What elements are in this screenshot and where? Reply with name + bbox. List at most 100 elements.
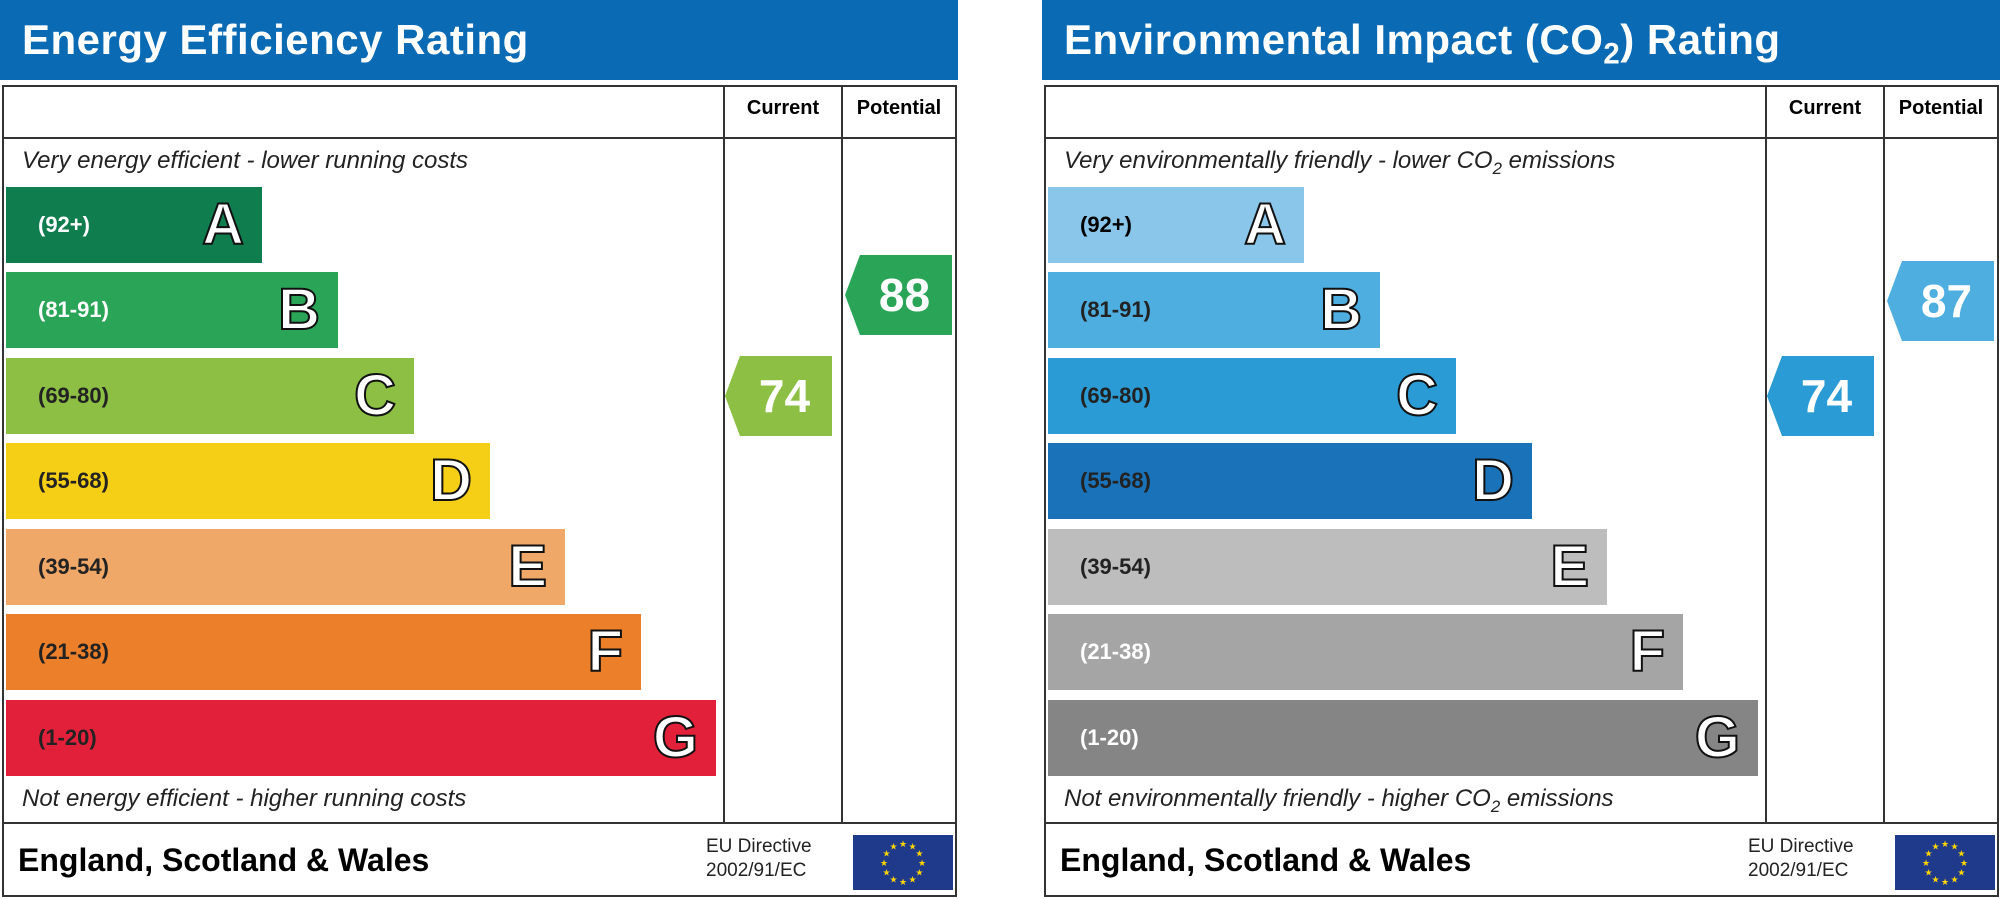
band-letter: B <box>277 276 321 343</box>
band-range: (69-80) <box>38 383 109 408</box>
header-divider <box>1046 137 1997 139</box>
band-letter: A <box>201 191 245 258</box>
band-bar-b: (81-91) B <box>6 272 338 348</box>
eu-star-icon: ★ <box>899 839 907 849</box>
band-bar-d: (55-68) D <box>1048 443 1532 519</box>
eu-star-icon: ★ <box>918 858 926 868</box>
column-header-potential: Potential <box>1898 97 1984 119</box>
eu-star-icon: ★ <box>908 842 916 852</box>
band-letter: G <box>1694 704 1741 771</box>
eu-directive: EU Directive 2002/91/EC <box>706 835 812 883</box>
eu-star-icon: ★ <box>1950 874 1958 884</box>
bottom-note: Not energy efficient - higher running co… <box>22 785 467 812</box>
eu-flag-icon: ★ ★ ★ ★ ★ ★ ★ ★ ★ ★ ★ ★ <box>853 835 953 890</box>
energy-efficiency-chart: Energy Efficiency Rating Current Potential… <box>0 0 958 899</box>
band-range: (92+) <box>38 212 90 237</box>
footer-divider <box>1046 822 1997 824</box>
band-range: (1-20) <box>1080 725 1139 750</box>
eu-directive-line2: 2002/91/EC <box>1748 860 1849 881</box>
eu-directive: EU Directive 2002/91/EC <box>1748 835 1854 883</box>
band-range: (69-80) <box>1080 383 1151 408</box>
band-bar-a: (92+) A <box>1048 187 1304 263</box>
eu-star-icon: ★ <box>883 868 891 878</box>
eu-star-icon: ★ <box>1957 849 1965 859</box>
band-letter: D <box>1471 447 1515 514</box>
band-bar-b: (81-91) B <box>1048 272 1380 348</box>
eu-star-icon: ★ <box>915 868 923 878</box>
eu-star-icon: ★ <box>1957 868 1965 878</box>
eu-star-icon: ★ <box>1941 839 1949 849</box>
column-divider <box>1883 87 1885 824</box>
eu-star-icon: ★ <box>1941 877 1949 887</box>
column-divider <box>1765 87 1767 824</box>
column-header-current: Current <box>1788 97 1862 119</box>
eu-star-icon: ★ <box>889 874 897 884</box>
eu-flag-icon: ★ ★ ★ ★ ★ ★ ★ ★ ★ ★ ★ ★ <box>1895 835 1995 890</box>
band-range: (21-38) <box>38 639 109 664</box>
eu-directive-line2: 2002/91/EC <box>706 860 807 881</box>
band-letter: A <box>1243 191 1287 258</box>
band-bar-e: (39-54) E <box>1048 529 1607 605</box>
current-rating-arrow: 74 <box>725 356 832 436</box>
potential-rating-arrow: 87 <box>1887 261 1994 341</box>
band-range: (55-68) <box>1080 468 1151 493</box>
eu-star-icon: ★ <box>915 849 923 859</box>
band-bar-c: (69-80) C <box>1048 358 1456 434</box>
band-bar-d: (55-68) D <box>6 443 490 519</box>
top-note: Very energy efficient - lower running co… <box>22 147 468 174</box>
current-rating-arrow: 74 <box>1767 356 1874 436</box>
column-header-potential: Potential <box>856 97 942 119</box>
band-letter: D <box>429 447 473 514</box>
chart-title: Energy Efficiency Rating <box>0 0 958 80</box>
band-bar-g: (1-20) G <box>1048 700 1758 776</box>
band-range: (39-54) <box>1080 554 1151 579</box>
eu-star-icon: ★ <box>1922 858 1930 868</box>
band-bar-f: (21-38) F <box>1048 614 1683 690</box>
eu-star-icon: ★ <box>880 858 888 868</box>
eu-star-icon: ★ <box>1925 849 1933 859</box>
band-bar-g: (1-20) G <box>6 700 716 776</box>
band-range: (39-54) <box>38 554 109 579</box>
band-letter: C <box>353 362 397 429</box>
band-letter: C <box>1395 362 1439 429</box>
eu-star-icon: ★ <box>1960 858 1968 868</box>
band-range: (92+) <box>1080 212 1132 237</box>
column-divider <box>723 87 725 824</box>
column-divider <box>841 87 843 824</box>
eu-directive-line1: EU Directive <box>706 836 812 857</box>
potential-rating-arrow: 88 <box>845 255 952 335</box>
region-label: England, Scotland & Wales <box>1060 842 1472 878</box>
rating-table: Current Potential Very energy efficient - … <box>2 85 957 897</box>
eu-star-icon: ★ <box>1950 842 1958 852</box>
eu-star-icon: ★ <box>889 842 897 852</box>
eu-star-icon: ★ <box>908 874 916 884</box>
band-letter: E <box>507 533 548 600</box>
band-range: (81-91) <box>1080 297 1151 322</box>
band-bar-f: (21-38) F <box>6 614 641 690</box>
chart-title: Environmental Impact (CO2) Rating <box>1042 0 2000 80</box>
eu-star-icon: ★ <box>1931 874 1939 884</box>
band-range: (55-68) <box>38 468 109 493</box>
band-letter: F <box>1629 618 1666 685</box>
band-letter: F <box>587 618 624 685</box>
band-letter: E <box>1549 533 1590 600</box>
eu-star-icon: ★ <box>1931 842 1939 852</box>
eu-directive-line1: EU Directive <box>1748 836 1854 857</box>
band-range: (21-38) <box>1080 639 1151 664</box>
header-divider <box>4 137 955 139</box>
environmental-impact-chart: Environmental Impact (CO2) Rating Current… <box>1042 0 2000 899</box>
eu-star-icon: ★ <box>1925 868 1933 878</box>
band-bar-c: (69-80) C <box>6 358 414 434</box>
band-bar-e: (39-54) E <box>6 529 565 605</box>
footer-divider <box>4 822 955 824</box>
band-range: (1-20) <box>38 725 97 750</box>
rating-table: Current Potential Very environmentally fri… <box>1044 85 1999 897</box>
top-note: Very environmentally friendly - lower CO… <box>1064 147 1616 178</box>
band-range: (81-91) <box>38 297 109 322</box>
eu-star-icon: ★ <box>899 877 907 887</box>
eu-star-icon: ★ <box>883 849 891 859</box>
band-letter: G <box>652 704 699 771</box>
region-label: England, Scotland & Wales <box>18 842 430 878</box>
band-bar-a: (92+) A <box>6 187 262 263</box>
band-letter: B <box>1319 276 1363 343</box>
